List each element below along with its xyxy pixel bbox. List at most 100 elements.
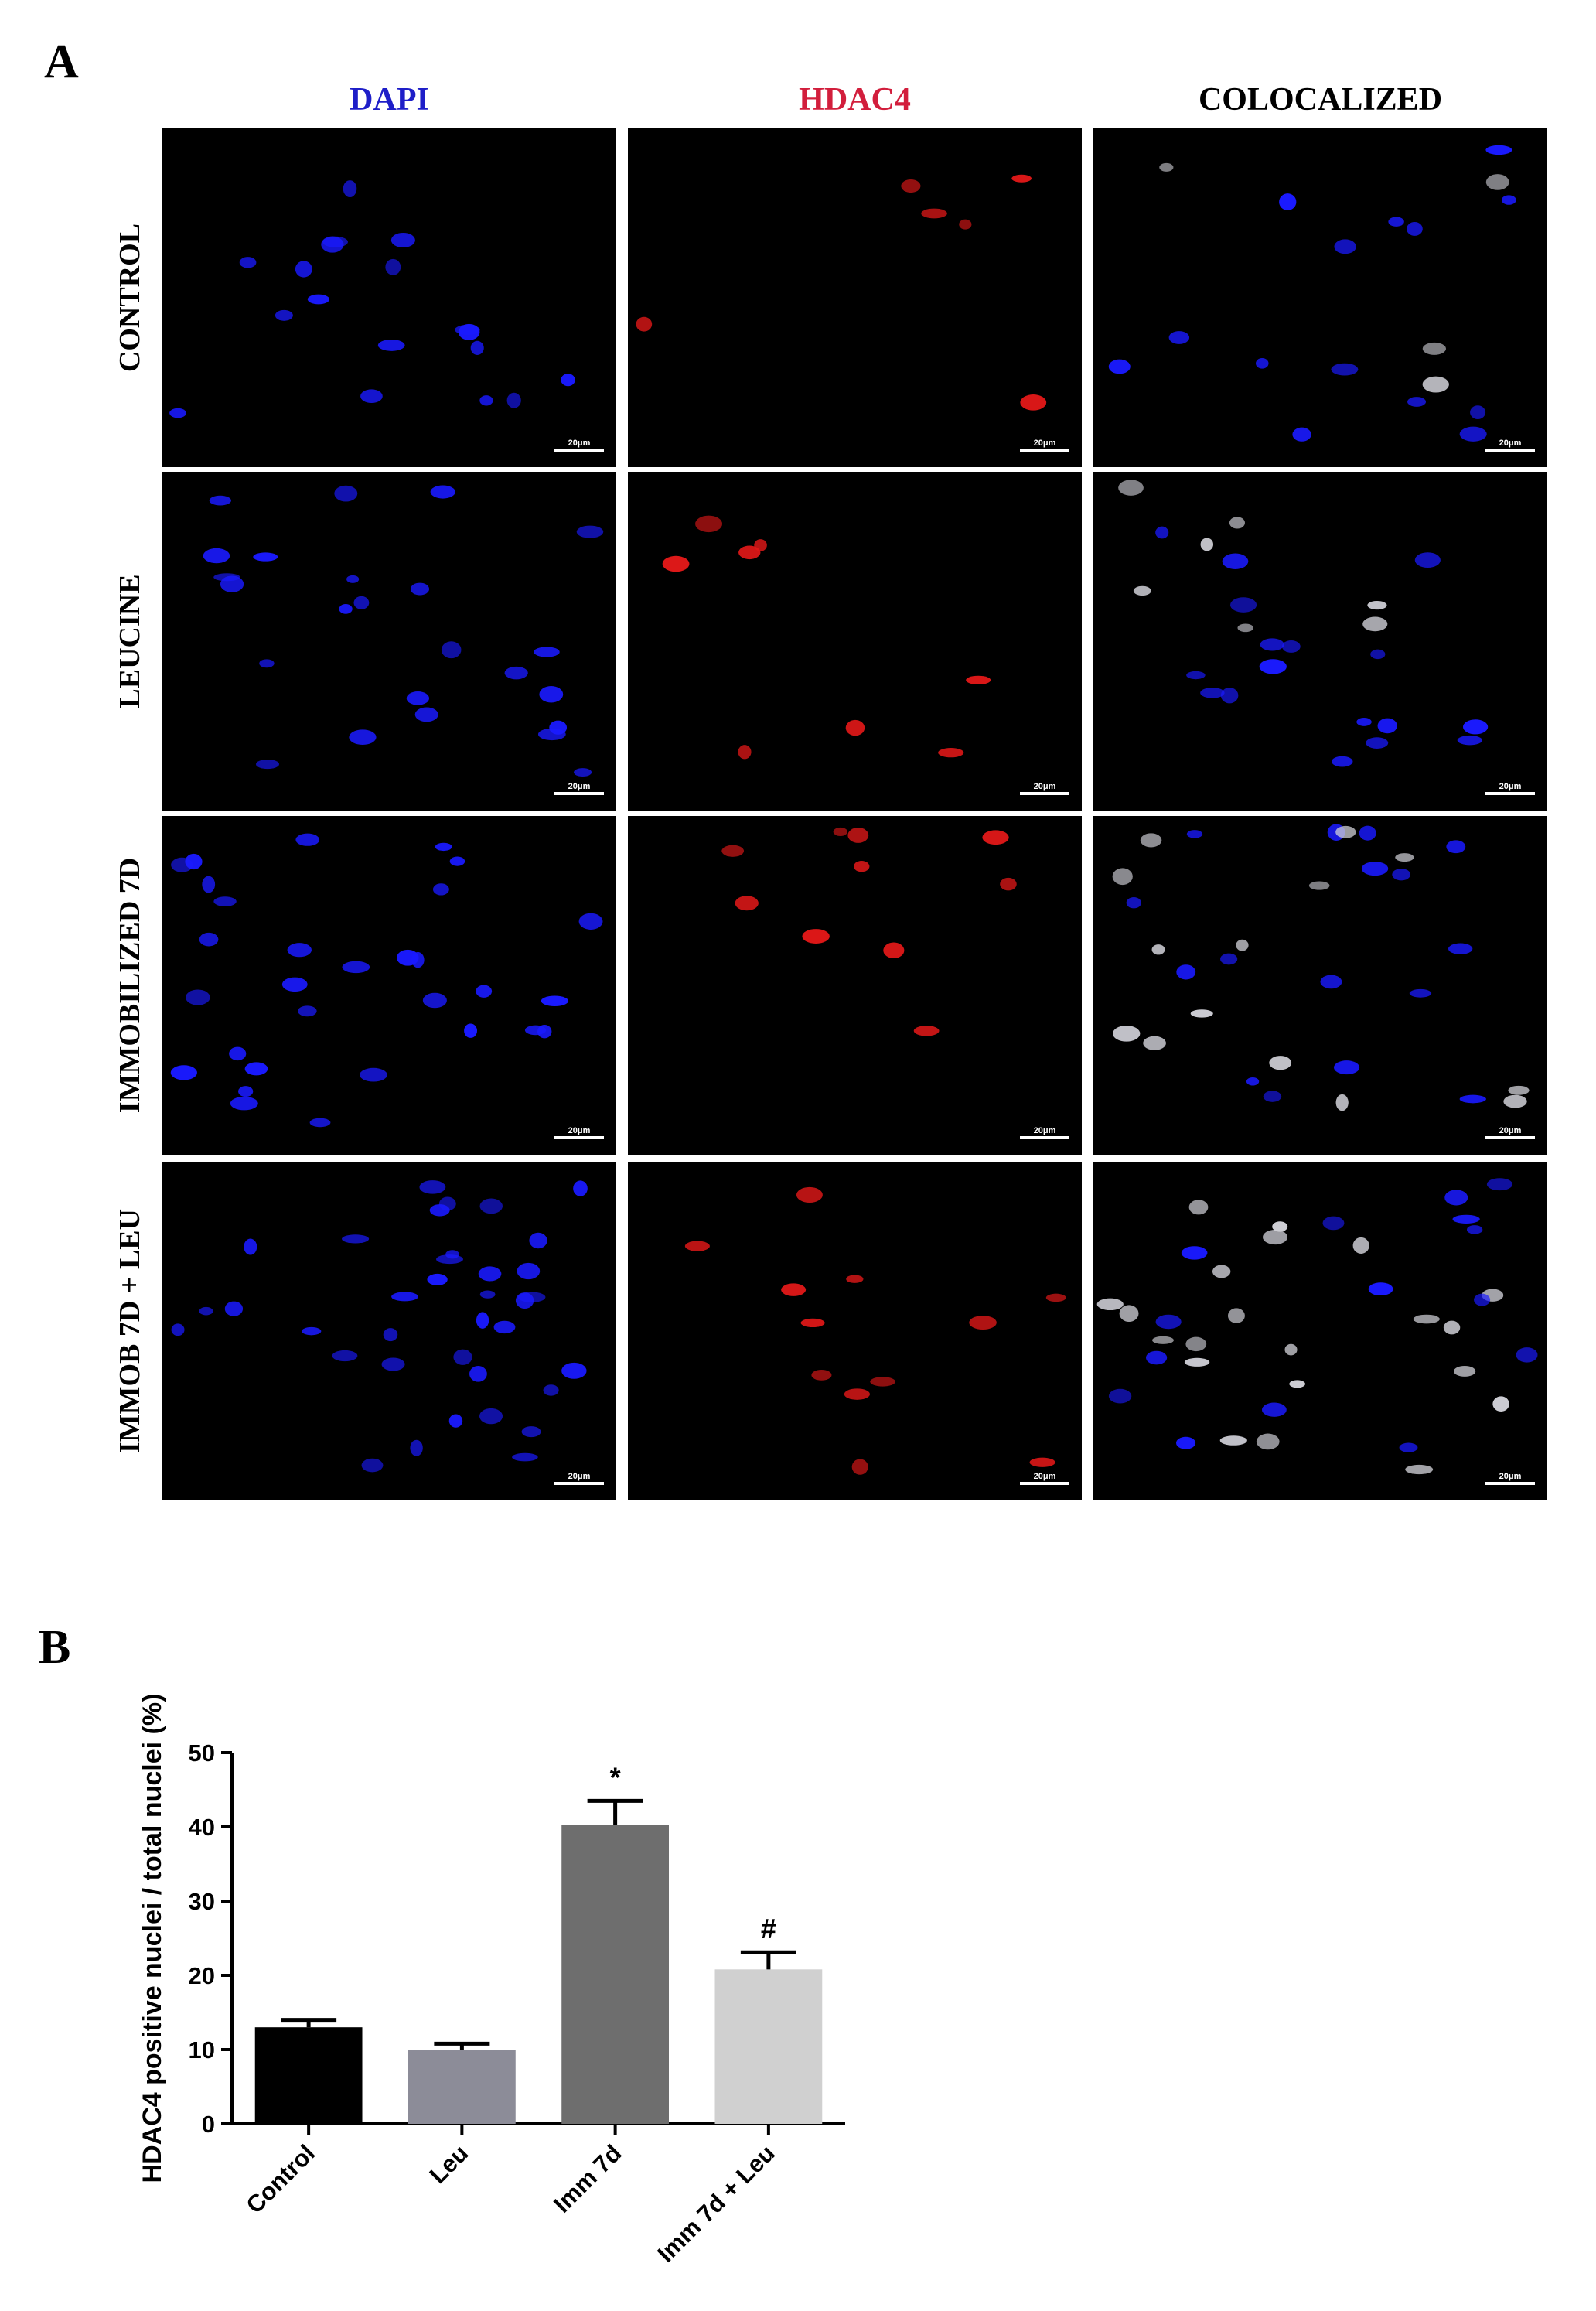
nucleus — [1000, 877, 1017, 891]
nucleus — [561, 374, 575, 387]
nucleus — [529, 1232, 547, 1249]
nucleus — [1446, 840, 1466, 854]
nucleus — [1516, 1347, 1538, 1363]
nucleus — [1359, 825, 1376, 841]
nucleus — [738, 745, 752, 760]
nucleus — [255, 760, 279, 770]
nucleus — [1246, 1077, 1260, 1086]
micrograph: 20μm — [1093, 128, 1547, 467]
nucleus — [1422, 342, 1447, 355]
nucleus — [169, 408, 186, 418]
nucleus — [1151, 944, 1165, 955]
nucleus — [435, 842, 452, 852]
nucleus — [360, 389, 383, 404]
nucleus — [1200, 688, 1225, 698]
nucleus — [851, 1459, 868, 1475]
nucleus — [506, 392, 521, 408]
nucleus — [811, 1369, 832, 1381]
nucleus — [414, 707, 438, 722]
nucleus — [1366, 737, 1389, 749]
nucleus — [1388, 217, 1404, 227]
nucleus — [171, 857, 193, 872]
nucleus — [1492, 1396, 1509, 1412]
nucleus — [1108, 359, 1130, 374]
scale-bar-label: 20μm — [1499, 782, 1522, 791]
nucleus — [1308, 881, 1330, 890]
scale-bar-label: 20μm — [1499, 1472, 1522, 1481]
bar — [561, 1825, 670, 2124]
micrograph-background — [628, 1162, 1082, 1500]
bar — [408, 2050, 516, 2124]
micrograph: 20μm — [162, 1162, 616, 1500]
nucleus — [1320, 975, 1342, 989]
nucleus — [1262, 1229, 1287, 1245]
y-tick-label: 20 — [189, 1962, 215, 1989]
micrograph: 20μm — [1093, 816, 1547, 1155]
nucleus — [410, 1439, 423, 1456]
nucleus — [1029, 1457, 1055, 1467]
nucleus — [781, 1283, 807, 1296]
nucleus — [1332, 756, 1353, 767]
x-tick-label: Imm 7d + Leu — [652, 2139, 779, 2267]
nucleus — [1229, 517, 1245, 529]
nucleus — [1405, 1464, 1434, 1475]
nucleus — [1119, 1305, 1139, 1323]
scale-bar-label: 20μm — [1034, 1126, 1056, 1135]
nucleus — [735, 896, 759, 911]
nucleus — [1260, 638, 1284, 651]
nucleus — [349, 729, 377, 745]
nucleus — [259, 659, 275, 668]
nucleus — [436, 1254, 463, 1265]
nucleus — [470, 340, 484, 355]
nucleus — [913, 1026, 940, 1036]
nucleus — [959, 219, 972, 230]
nucleus — [1392, 869, 1411, 881]
nucleus — [1259, 659, 1287, 674]
row-label: LEUCINE — [114, 574, 146, 708]
nucleus — [448, 1414, 463, 1428]
micrograph-background — [162, 472, 616, 811]
nucleus — [561, 1362, 587, 1379]
nucleus — [1140, 833, 1162, 848]
column-header: COLOCALIZED — [1199, 82, 1442, 118]
nucleus — [1331, 363, 1359, 376]
nucleus — [1395, 853, 1414, 862]
nucleus — [524, 1025, 547, 1036]
nucleus — [1370, 649, 1386, 660]
micrograph-background — [1093, 1162, 1547, 1500]
nucleus — [432, 883, 449, 896]
nucleus — [1143, 1036, 1166, 1050]
nucleus — [1457, 735, 1482, 746]
nucleus — [1470, 405, 1486, 419]
nucleus — [1368, 1282, 1393, 1296]
nucleus — [385, 258, 401, 275]
scale-bar-label: 20μm — [568, 782, 591, 791]
nucleus — [239, 257, 257, 268]
nucleus — [1272, 1221, 1288, 1232]
nucleus — [1462, 719, 1489, 735]
y-tick-label: 40 — [189, 1814, 215, 1841]
nucleus — [476, 985, 493, 998]
panel-label: B — [39, 1621, 70, 1674]
nucleus — [1212, 1265, 1231, 1278]
nucleus — [1281, 640, 1301, 653]
nucleus — [1133, 585, 1151, 596]
nucleus — [1261, 1402, 1287, 1417]
nucleus — [1361, 862, 1389, 876]
nucleus — [1200, 538, 1214, 551]
nucleus — [1454, 1366, 1476, 1377]
nucleus — [397, 949, 419, 966]
nucleus — [334, 485, 358, 502]
nucleus — [1414, 552, 1441, 568]
scale-bar-label: 20μm — [1034, 782, 1056, 791]
nucleus — [346, 575, 360, 583]
nucleus — [1444, 1190, 1468, 1206]
micrograph-background — [628, 816, 1082, 1155]
scale-bar-label: 20μm — [1499, 1126, 1522, 1135]
micrograph: 20μm — [628, 1162, 1082, 1500]
significance-mark: # — [761, 1913, 776, 1944]
nucleus — [1222, 553, 1249, 569]
nucleus — [464, 1023, 478, 1038]
nucleus — [422, 992, 447, 1009]
